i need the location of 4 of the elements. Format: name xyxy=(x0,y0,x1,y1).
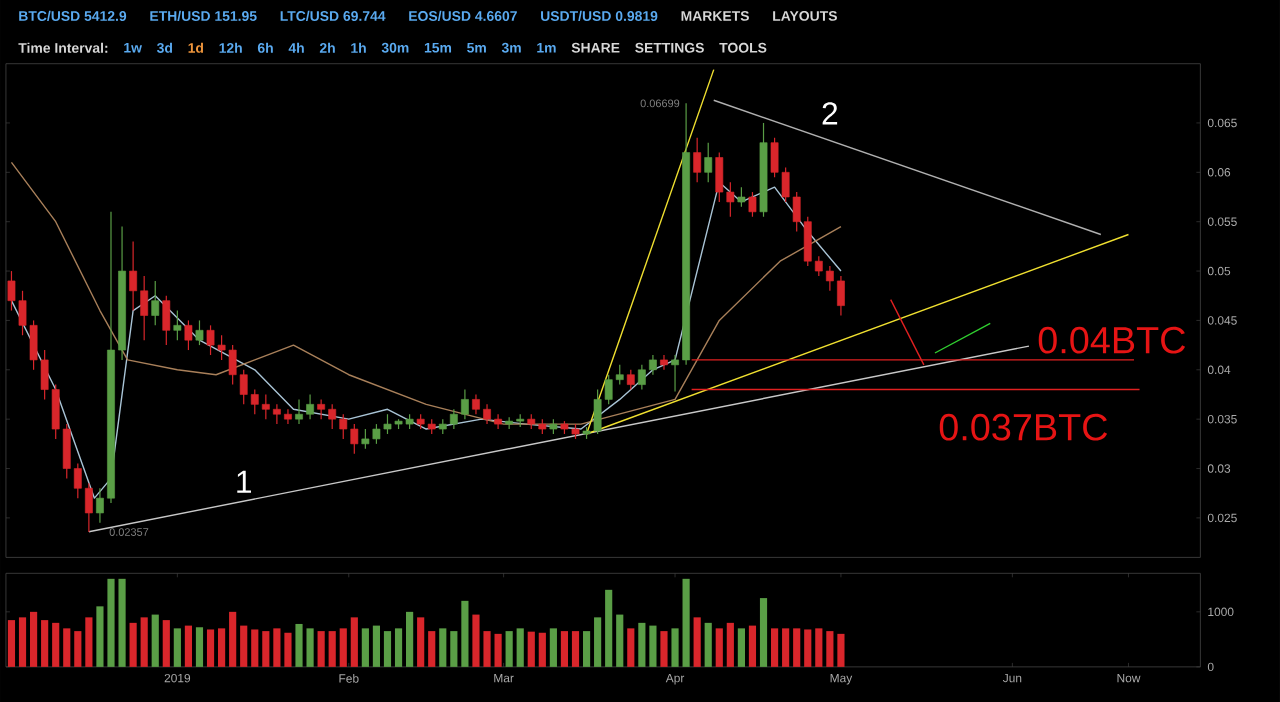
annotation: 1 xyxy=(237,470,251,493)
annotation: 0.04BTC xyxy=(1038,326,1186,354)
annotation: 0.037BTC xyxy=(939,413,1108,441)
annotation: 2 xyxy=(822,101,838,125)
